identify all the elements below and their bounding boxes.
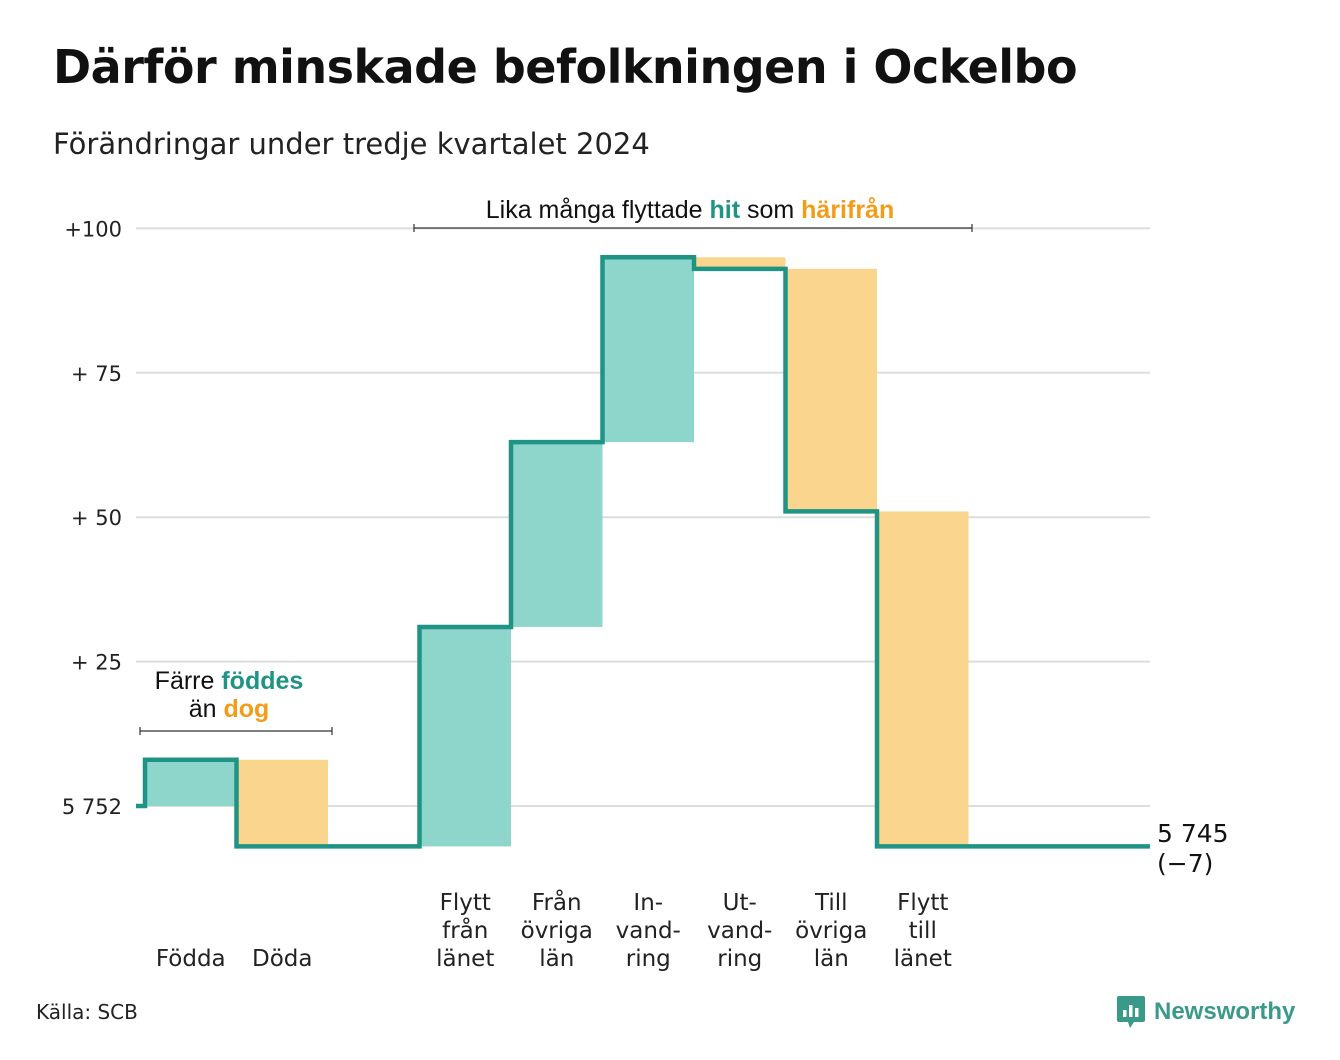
bar-decrease xyxy=(694,257,786,269)
category-label: Döda xyxy=(252,946,312,972)
category-label: län xyxy=(814,946,849,972)
category-label: övriga xyxy=(795,918,867,944)
brand-name: Newsworthy xyxy=(1154,998,1296,1025)
category-label: Till xyxy=(814,890,848,916)
category-label: från xyxy=(442,916,488,944)
y-tick-label: + 50 xyxy=(71,506,122,530)
category-label: Flytt xyxy=(440,890,491,916)
category-label: vand- xyxy=(707,918,772,944)
bar-increase xyxy=(511,442,603,627)
y-tick-label: + 75 xyxy=(71,362,122,386)
category-label: län xyxy=(539,946,574,972)
category-label: ring xyxy=(717,946,762,972)
annotation-births-line1: Färre föddes xyxy=(155,667,304,695)
y-tick-label: + 25 xyxy=(71,651,122,675)
brand-logo[interactable]: Newsworthy xyxy=(1116,994,1295,1030)
category-label: övriga xyxy=(521,918,593,944)
category-label: Från xyxy=(532,888,582,916)
newsworthy-logo-icon xyxy=(1117,996,1145,1028)
bar-decrease xyxy=(236,759,328,847)
category-label: vand- xyxy=(616,918,681,944)
y-tick-label: +100 xyxy=(64,217,122,241)
category-label: In- xyxy=(633,890,663,916)
category-label: till xyxy=(909,918,937,944)
category-label: Ut- xyxy=(723,890,757,916)
chart-title: Därför minskade befolkningen i Ockelbo xyxy=(53,40,1078,94)
annotation-migration: Lika många flyttade hit som härifrån xyxy=(486,196,895,224)
source-note: Källa: SCB xyxy=(36,1000,138,1024)
end-value-label: 5 745 xyxy=(1157,819,1229,848)
annotation-births-line2: än dog xyxy=(189,695,270,723)
chart-subtitle: Förändringar under tredje kvartalet 2024 xyxy=(53,127,650,161)
bar-increase xyxy=(419,626,511,847)
category-label: Flytt xyxy=(897,890,948,916)
end-change-label: (−7) xyxy=(1157,849,1213,878)
step-line xyxy=(136,255,1150,849)
category-label: länet xyxy=(436,946,494,972)
category-label: Födda xyxy=(156,946,226,972)
y-tick-label: 5 752 xyxy=(62,795,122,819)
category-label: länet xyxy=(894,946,952,972)
bar-decrease xyxy=(785,268,877,512)
bar-increase xyxy=(145,759,237,806)
bar-increase xyxy=(602,257,694,443)
category-label: ring xyxy=(626,946,671,972)
bar-decrease xyxy=(877,511,969,847)
